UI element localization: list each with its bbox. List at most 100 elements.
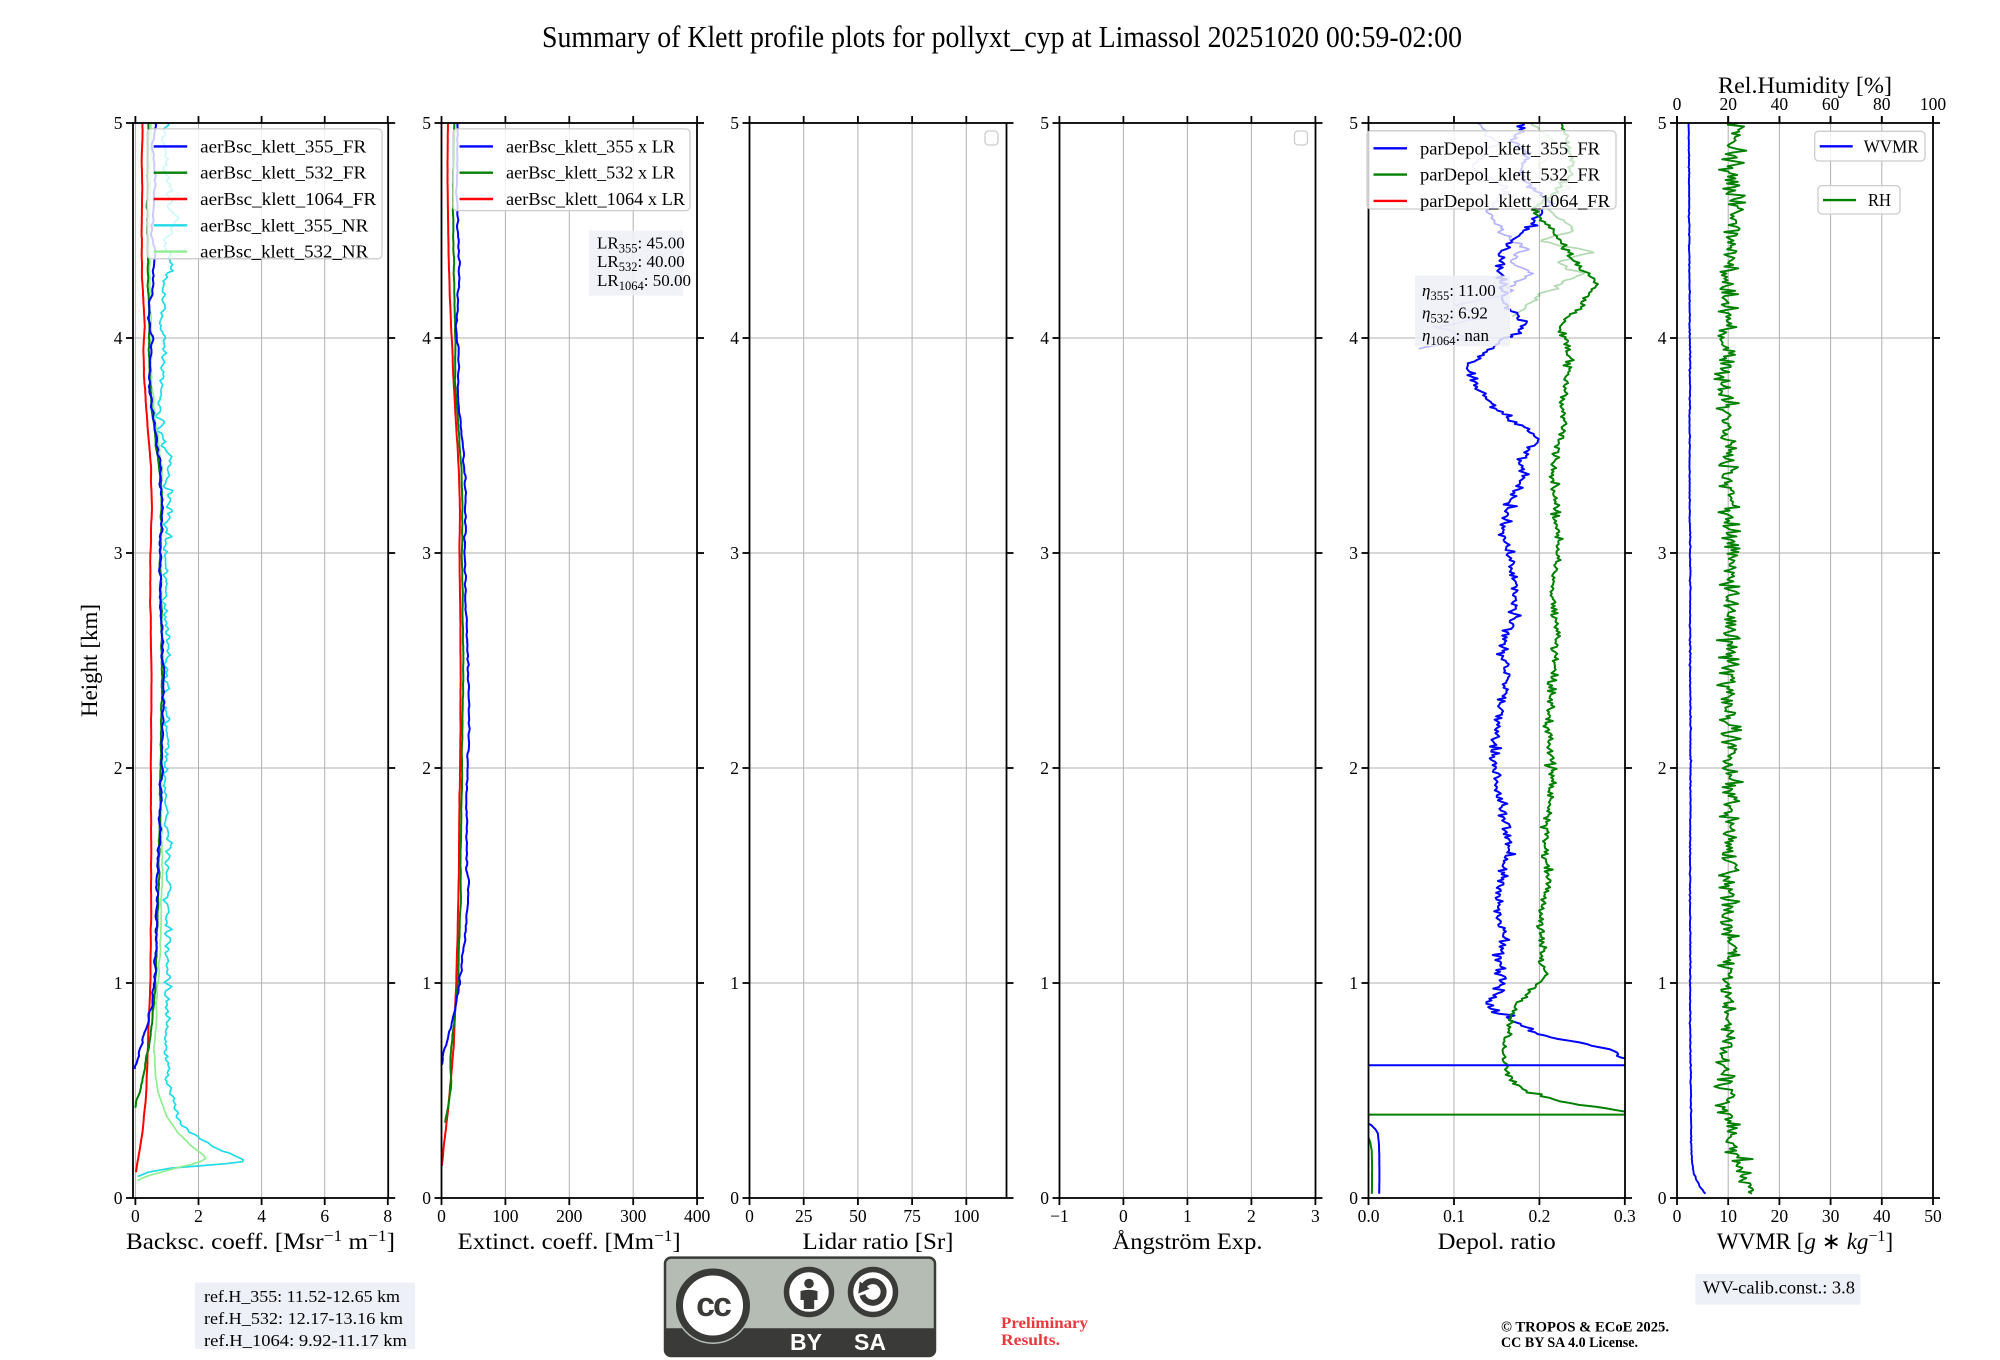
svg-text:aerBsc_klett_355_NR: aerBsc_klett_355_NR	[200, 215, 368, 235]
svg-text:1: 1	[730, 973, 739, 993]
svg-text:0: 0	[745, 1206, 754, 1226]
svg-text:60: 60	[1822, 94, 1840, 114]
svg-text:0: 0	[1349, 1188, 1358, 1208]
svg-text:LR1064: 50.00: LR1064: 50.00	[597, 271, 691, 293]
svg-text:0: 0	[1040, 1188, 1049, 1208]
svg-text:Summary of Klett profile plots: Summary of Klett profile plots for polly…	[542, 19, 1462, 54]
svg-text:aerBsc_klett_355 x LR: aerBsc_klett_355 x LR	[506, 136, 675, 156]
svg-text:1: 1	[1349, 973, 1358, 993]
svg-text:8: 8	[383, 1206, 392, 1226]
svg-text:parDepol_klett_1064_FR: parDepol_klett_1064_FR	[1420, 191, 1610, 211]
svg-text:3: 3	[114, 543, 123, 563]
svg-text:4: 4	[422, 328, 431, 348]
svg-text:Depol. ratio: Depol. ratio	[1438, 1229, 1556, 1254]
svg-text:η532: 6.92: η532: 6.92	[1422, 304, 1488, 326]
svg-text:2: 2	[194, 1206, 203, 1226]
svg-text:BY: BY	[790, 1329, 822, 1355]
svg-text:parDepol_klett_532_FR: parDepol_klett_532_FR	[1420, 165, 1600, 185]
svg-text:0: 0	[437, 1206, 446, 1226]
svg-text:0: 0	[114, 1188, 123, 1208]
svg-text:25: 25	[795, 1206, 813, 1226]
svg-text:50: 50	[849, 1206, 867, 1226]
svg-text:0: 0	[1119, 1206, 1128, 1226]
svg-text:0: 0	[422, 1188, 431, 1208]
svg-text:© TROPOS & ECoE 2025.: © TROPOS & ECoE 2025.	[1501, 1320, 1669, 1336]
svg-text:WV-calib.const.: 3.8: WV-calib.const.: 3.8	[1703, 1278, 1855, 1298]
svg-text:ref.H_1064: 9.92-11.17 km: ref.H_1064: 9.92-11.17 km	[204, 1331, 407, 1350]
svg-text:ref.H_532: 12.17-13.16 km: ref.H_532: 12.17-13.16 km	[204, 1309, 403, 1328]
svg-text:3: 3	[422, 543, 431, 563]
svg-text:4: 4	[1349, 328, 1358, 348]
svg-text:5: 5	[114, 113, 123, 133]
svg-text:4: 4	[1658, 328, 1667, 348]
svg-text:40: 40	[1873, 1206, 1891, 1226]
svg-text:aerBsc_klett_355_FR: aerBsc_klett_355_FR	[200, 136, 366, 156]
svg-text:2: 2	[730, 758, 739, 778]
svg-text:6: 6	[320, 1206, 329, 1226]
svg-text:0.0: 0.0	[1358, 1206, 1380, 1226]
svg-text:2: 2	[422, 758, 431, 778]
svg-text:parDepol_klett_355_FR: parDepol_klett_355_FR	[1420, 138, 1600, 158]
svg-text:0.2: 0.2	[1528, 1206, 1550, 1226]
svg-text:WVMR: WVMR	[1864, 136, 1919, 156]
svg-text:80: 80	[1873, 94, 1891, 114]
svg-text:3: 3	[1311, 1206, 1320, 1226]
svg-text:WVMR [g ∗ kg−1]: WVMR [g ∗ kg−1]	[1717, 1228, 1893, 1254]
svg-text:2: 2	[1349, 758, 1358, 778]
svg-text:4: 4	[114, 328, 123, 348]
svg-text:aerBsc_klett_1064 x LR: aerBsc_klett_1064 x LR	[506, 189, 685, 209]
svg-text:1: 1	[1183, 1206, 1192, 1226]
svg-text:5: 5	[730, 113, 739, 133]
svg-text:SA: SA	[854, 1329, 886, 1355]
svg-text:Lidar ratio [Sr]: Lidar ratio [Sr]	[803, 1229, 954, 1254]
svg-text:2: 2	[1658, 758, 1667, 778]
svg-text:η1064: nan: η1064: nan	[1422, 326, 1489, 348]
svg-text:20: 20	[1719, 94, 1737, 114]
svg-text:1: 1	[1658, 973, 1667, 993]
svg-text:2: 2	[114, 758, 123, 778]
svg-text:ref.H_355: 11.52-12.65 km: ref.H_355: 11.52-12.65 km	[204, 1287, 400, 1306]
svg-text:3: 3	[730, 543, 739, 563]
svg-text:50: 50	[1924, 1206, 1942, 1226]
svg-text:0: 0	[1673, 94, 1682, 114]
svg-text:5: 5	[1040, 113, 1049, 133]
svg-text:−1: −1	[1050, 1206, 1069, 1226]
svg-text:0: 0	[730, 1188, 739, 1208]
svg-text:5: 5	[422, 113, 431, 133]
svg-text:Ångström Exp.: Ångström Exp.	[1113, 1229, 1263, 1254]
svg-text:Preliminary: Preliminary	[1001, 1315, 1088, 1332]
svg-text:20: 20	[1771, 1206, 1789, 1226]
svg-text:5: 5	[1349, 113, 1358, 133]
svg-text:4: 4	[257, 1206, 266, 1226]
svg-text:30: 30	[1822, 1206, 1840, 1226]
svg-text:0.1: 0.1	[1443, 1206, 1465, 1226]
svg-text:aerBsc_klett_1064_FR: aerBsc_klett_1064_FR	[200, 189, 376, 209]
svg-text:Extinct. coeff. [Mm−1]: Extinct. coeff. [Mm −1]	[458, 1228, 681, 1254]
svg-text:2: 2	[1247, 1206, 1256, 1226]
svg-text:η355: 11.00: η355: 11.00	[1422, 281, 1496, 303]
svg-text:100: 100	[1920, 94, 1947, 114]
svg-text:4: 4	[730, 328, 739, 348]
svg-text:Height [km]: Height [km]	[77, 604, 102, 717]
svg-text:0.3: 0.3	[1614, 1206, 1636, 1226]
svg-text:40: 40	[1771, 94, 1789, 114]
svg-text:aerBsc_klett_532 x LR: aerBsc_klett_532 x LR	[506, 163, 675, 183]
svg-text:300: 300	[620, 1206, 647, 1226]
svg-text:400: 400	[684, 1206, 711, 1226]
svg-text:5: 5	[1658, 113, 1667, 133]
svg-text:Results.: Results.	[1001, 1332, 1060, 1349]
svg-text:CC BY SA 4.0 License.: CC BY SA 4.0 License.	[1501, 1335, 1638, 1351]
svg-text:aerBsc_klett_532_NR: aerBsc_klett_532_NR	[200, 242, 368, 262]
svg-text:3: 3	[1040, 543, 1049, 563]
svg-text:4: 4	[1040, 328, 1049, 348]
svg-text:10: 10	[1719, 1206, 1737, 1226]
svg-text:1: 1	[422, 973, 431, 993]
svg-text:100: 100	[953, 1206, 980, 1226]
svg-text:0: 0	[1673, 1206, 1682, 1226]
svg-text:75: 75	[903, 1206, 921, 1226]
svg-text:cc: cc	[696, 1286, 731, 1324]
svg-text:1: 1	[114, 973, 123, 993]
svg-text:100: 100	[492, 1206, 519, 1226]
svg-text:3: 3	[1349, 543, 1358, 563]
svg-text:RH: RH	[1868, 190, 1891, 210]
